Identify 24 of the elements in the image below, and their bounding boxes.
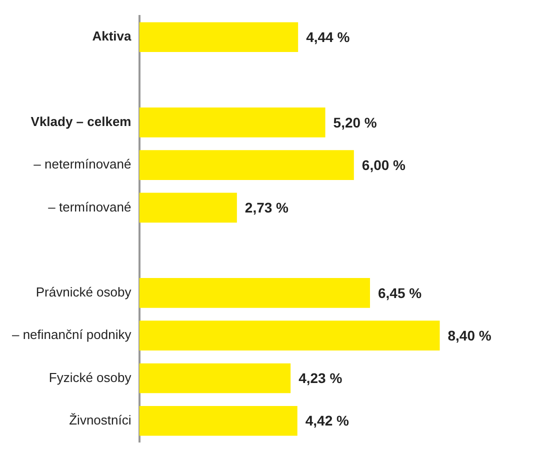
data-label: 6,45 % (378, 284, 422, 301)
bar (139, 278, 370, 308)
data-label: 2,73 % (244, 200, 290, 216)
bar (139, 150, 354, 180)
y-tick-label: Živnostníci (69, 412, 132, 428)
bar (139, 406, 298, 436)
y-tick-label: Právnické osoby (36, 284, 132, 300)
y-tick-label: – nefinanční podniky (12, 327, 132, 342)
bar (139, 22, 298, 52)
data-label: 6,00 % (362, 156, 406, 173)
bar (139, 192, 237, 223)
y-tick-label: Aktiva (92, 28, 132, 44)
data-label: 5,20 % (333, 114, 378, 130)
y-tick-label: Vklady – celkem (30, 114, 132, 129)
data-label: 4,23 % (298, 370, 343, 386)
y-tick-label: – netermínované (34, 156, 132, 172)
y-tick-label: Fyzické osoby (48, 370, 132, 385)
data-label: 4,44 % (306, 28, 350, 45)
bar (139, 320, 440, 351)
bar (139, 107, 326, 138)
data-label: 8,40 % (448, 327, 492, 344)
bar (139, 363, 291, 394)
data-label: 4,42 % (305, 412, 350, 429)
y-tick-label: – termínované (48, 199, 132, 214)
